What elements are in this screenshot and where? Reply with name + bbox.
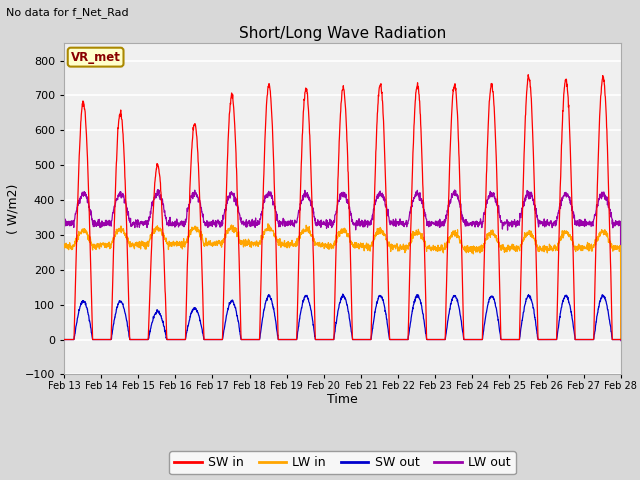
Title: Short/Long Wave Radiation: Short/Long Wave Radiation — [239, 25, 446, 41]
Text: No data for f_Net_Rad: No data for f_Net_Rad — [6, 7, 129, 18]
Legend: SW in, LW in, SW out, LW out: SW in, LW in, SW out, LW out — [169, 451, 516, 474]
Text: VR_met: VR_met — [70, 51, 120, 64]
X-axis label: Time: Time — [327, 393, 358, 406]
Y-axis label: ( W/m2): ( W/m2) — [6, 184, 19, 234]
